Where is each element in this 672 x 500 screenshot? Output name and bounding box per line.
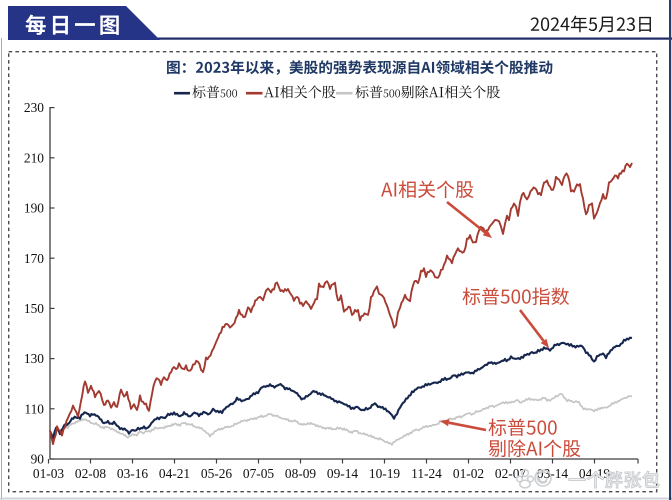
svg-text:11-24: 11-24: [411, 466, 442, 481]
svg-text:110: 110: [24, 401, 44, 416]
svg-text:150: 150: [24, 301, 44, 316]
svg-text:130: 130: [24, 351, 44, 366]
svg-text:10-19: 10-19: [369, 466, 401, 481]
svg-text:230: 230: [24, 100, 44, 115]
svg-text:04-21: 04-21: [159, 466, 190, 481]
svg-text:02-08: 02-08: [75, 466, 107, 481]
svg-text:02-07: 02-07: [495, 466, 527, 481]
svg-text:08-09: 08-09: [285, 466, 317, 481]
svg-text:03-14: 03-14: [537, 466, 569, 481]
svg-text:170: 170: [24, 251, 44, 266]
svg-text:90: 90: [31, 452, 45, 467]
svg-text:03-16: 03-16: [117, 466, 149, 481]
svg-text:09-14: 09-14: [327, 466, 359, 481]
svg-text:07-05: 07-05: [243, 466, 275, 481]
svg-text:210: 210: [24, 150, 44, 165]
svg-text:01-03: 01-03: [33, 466, 65, 481]
svg-text:190: 190: [24, 201, 44, 216]
svg-text:05-26: 05-26: [201, 466, 233, 481]
svg-text:01-02: 01-02: [453, 466, 484, 481]
